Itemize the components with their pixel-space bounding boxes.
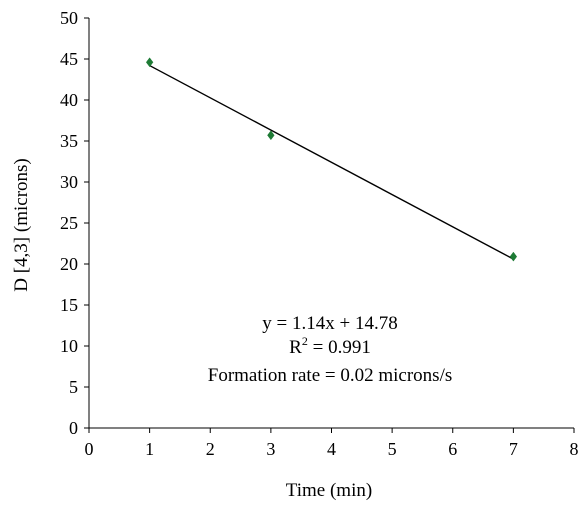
x-tick-label: 5 [388,439,397,459]
x-tick-label: 8 [570,439,579,459]
r-squared-superscript: 2 [302,334,308,348]
data-point [509,251,518,262]
y-tick-label: 35 [60,131,78,151]
x-tick-label: 2 [206,439,215,459]
equation-label: y = 1.14x + 14.78 [262,313,397,334]
chart-marks [145,57,518,262]
y-tick-label: 40 [60,90,78,110]
formation-rate-label: Formation rate = 0.02 microns/s [208,365,453,386]
r-squared-value: = 0.991 [308,337,371,358]
trendline [149,64,514,260]
x-tick-label: 0 [85,439,94,459]
x-tick-label: 4 [327,439,336,459]
y-axis-title: D [4,3] (microns) [11,158,32,292]
y-tick-label: 45 [60,49,78,69]
y-tick-label: 50 [60,8,78,28]
y-tick-label: 20 [60,254,78,274]
x-tick-label: 6 [448,439,457,459]
x-tick-label: 3 [266,439,275,459]
y-tick-label: 0 [69,418,78,438]
y-tick-label: 25 [60,213,78,233]
y-tick-label: 15 [60,295,78,315]
y-tick-label: 5 [69,377,78,397]
y-tick-label: 30 [60,172,78,192]
y-tick-label: 10 [60,336,78,356]
x-tick-label: 1 [145,439,154,459]
r-squared-prefix: R [289,337,302,358]
r-squared-label: R2 = 0.991 [289,334,371,358]
x-tick-label: 7 [509,439,518,459]
data-point [145,57,154,68]
data-point [267,130,275,141]
x-axis-title: Time (min) [286,480,372,501]
